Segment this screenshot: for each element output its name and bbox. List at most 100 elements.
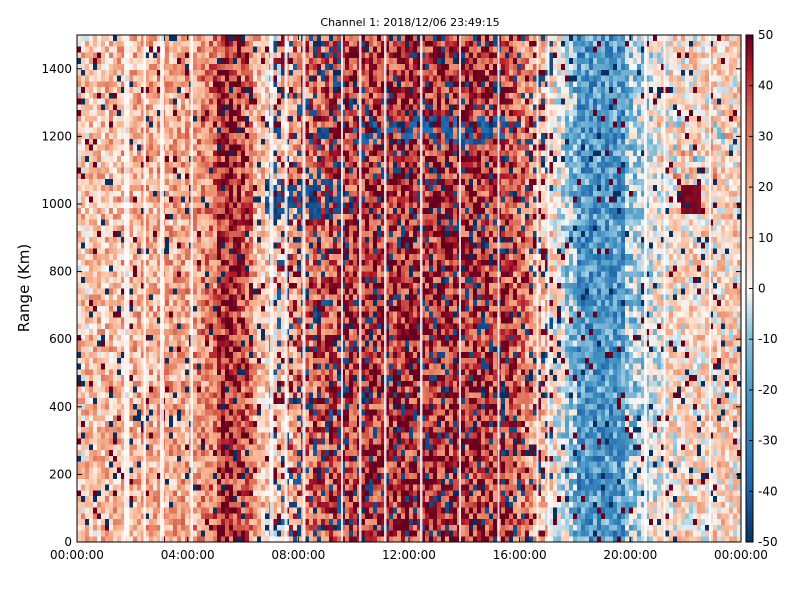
- heatmap-cell: [201, 340, 206, 347]
- heatmap-cell: [77, 271, 82, 278]
- heatmap-cell: [97, 46, 102, 53]
- heatmap-cell: [193, 138, 198, 145]
- heatmap-cell: [133, 132, 138, 139]
- heatmap-cell: [141, 132, 146, 139]
- heatmap-cell: [157, 323, 162, 330]
- heatmap-cell: [173, 35, 178, 41]
- heatmap-cell: [205, 421, 210, 427]
- heatmap-cell: [157, 132, 162, 139]
- heatmap-cell: [97, 271, 102, 278]
- heatmap-cell: [169, 386, 174, 393]
- heatmap-cell: [265, 490, 270, 497]
- heatmap-cell: [89, 501, 94, 508]
- heatmap-cell: [233, 415, 238, 422]
- heatmap-cell: [281, 236, 286, 243]
- heatmap-cell: [233, 225, 238, 232]
- heatmap-cell: [137, 248, 142, 255]
- heatmap-cell: [81, 190, 86, 197]
- heatmap-cell: [265, 334, 270, 341]
- heatmap-cell: [113, 461, 118, 468]
- heatmap-cell: [77, 150, 82, 157]
- heatmap-cell: [229, 58, 234, 65]
- heatmap-cell: [93, 75, 98, 82]
- heatmap-cell: [145, 81, 150, 88]
- heatmap-cell: [109, 248, 114, 255]
- heatmap-cell: [133, 248, 138, 255]
- heatmap-cell: [101, 104, 106, 111]
- heatmap-cell: [93, 58, 98, 65]
- heatmap-cell: [257, 380, 262, 387]
- heatmap-cell: [217, 369, 222, 376]
- heatmap-cell: [205, 121, 210, 128]
- heatmap-cell: [145, 282, 150, 289]
- heatmap-cell: [165, 351, 170, 358]
- heatmap-cell: [173, 259, 178, 266]
- heatmap-cell: [217, 271, 222, 278]
- heatmap-cell: [157, 340, 162, 347]
- heatmap-cell: [81, 449, 86, 456]
- heatmap-cell: [117, 230, 122, 237]
- heatmap-cell: [149, 397, 154, 404]
- heatmap-cell: [253, 196, 258, 203]
- heatmap-cell: [153, 282, 158, 289]
- heatmap-cell: [201, 409, 206, 416]
- heatmap-cell: [217, 40, 222, 47]
- heatmap-cell: [201, 253, 206, 260]
- heatmap-cell: [253, 317, 258, 324]
- heatmap-cell: [157, 369, 162, 376]
- heatmap-cell: [121, 81, 126, 88]
- heatmap-cell: [265, 121, 270, 128]
- heatmap-cell: [205, 357, 210, 364]
- heatmap-cell: [181, 426, 186, 433]
- heatmap-cell: [93, 276, 98, 283]
- heatmap-cell: [213, 104, 218, 111]
- heatmap-cell: [89, 115, 94, 122]
- heatmap-cell: [121, 35, 126, 41]
- heatmap-cell: [97, 184, 102, 191]
- heatmap-cell: [249, 426, 254, 433]
- heatmap-cell: [165, 455, 170, 462]
- heatmap-cell: [157, 536, 162, 543]
- heatmap-cell: [245, 173, 250, 180]
- heatmap-cell: [197, 81, 202, 88]
- heatmap-cell: [117, 340, 122, 347]
- heatmap-cell: [105, 432, 110, 439]
- heatmap-cell: [233, 132, 238, 139]
- heatmap-cell: [149, 461, 154, 468]
- heatmap-cell: [277, 259, 282, 266]
- heatmap-cell: [205, 127, 210, 134]
- heatmap-cell: [265, 415, 270, 422]
- heatmap-cell: [117, 449, 122, 456]
- heatmap-cell: [261, 518, 266, 525]
- heatmap-cell: [225, 323, 230, 330]
- heatmap-cell: [101, 225, 106, 232]
- heatmap-cell: [221, 300, 226, 306]
- heatmap-cell: [177, 179, 182, 185]
- heatmap-cell: [173, 392, 178, 399]
- heatmap-cell: [89, 380, 94, 387]
- heatmap-cell: [177, 115, 182, 122]
- heatmap-cell: [193, 305, 198, 312]
- heatmap-cell: [181, 161, 186, 168]
- heatmap-cell: [153, 490, 158, 497]
- heatmap-cell: [217, 300, 222, 306]
- heatmap-cell: [217, 397, 222, 404]
- heatmap-cell: [253, 81, 258, 88]
- heatmap-cell: [121, 455, 126, 462]
- heatmap-cell: [197, 536, 202, 543]
- heatmap-cell: [297, 248, 302, 255]
- heatmap-cell: [145, 213, 150, 220]
- heatmap-cell: [85, 351, 90, 358]
- heatmap-cell: [137, 495, 142, 502]
- heatmap-cell: [217, 415, 222, 422]
- heatmap-cell: [157, 513, 162, 520]
- heatmap-cell: [141, 115, 146, 122]
- heatmap-cell: [165, 242, 170, 249]
- heatmap-cell: [177, 530, 182, 537]
- heatmap-cell: [121, 253, 126, 260]
- heatmap-cell: [121, 184, 126, 191]
- heatmap-cell: [93, 98, 98, 105]
- heatmap-cell: [105, 421, 110, 427]
- heatmap-cell: [165, 409, 170, 416]
- heatmap-cell: [273, 478, 278, 485]
